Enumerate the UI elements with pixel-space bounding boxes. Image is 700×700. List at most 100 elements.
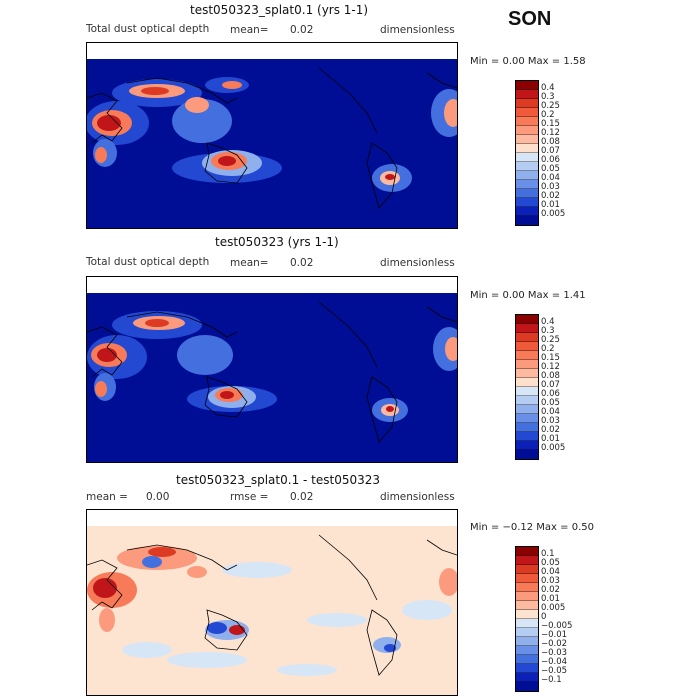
colorbar-swatch — [516, 315, 538, 324]
colorbar-label: −0.1 — [541, 675, 562, 685]
colorbar-swatch — [516, 189, 538, 198]
colorbar-swatch — [516, 664, 538, 673]
season-label: SON — [508, 8, 552, 30]
colorbar-label: 0.04 — [541, 567, 560, 577]
colorbar-swatch — [516, 81, 538, 90]
colorbar-label: 0.15 — [541, 353, 560, 363]
colorbar-label: 0.02 — [541, 585, 560, 595]
colorbar-label: 0.4 — [541, 83, 555, 93]
colorbar-label: 0.12 — [541, 362, 560, 372]
colorbar-swatch — [516, 556, 538, 565]
colorbar-swatch — [516, 351, 538, 360]
colorbar-swatch — [516, 441, 538, 450]
colorbar-swatch — [516, 207, 538, 216]
colorbar-swatch — [516, 162, 538, 171]
panel1-units: dimensionless — [380, 24, 455, 36]
colorbar-label: 0.07 — [541, 380, 560, 390]
colorbar-swatch — [516, 387, 538, 396]
colorbar-label: 0.25 — [541, 335, 560, 345]
panel3-title: test050323_splat0.1 - test050323 — [176, 473, 381, 487]
colorbar-swatch — [516, 396, 538, 405]
panel2-colorbar — [515, 314, 539, 460]
colorbar-label: 0.07 — [541, 146, 560, 156]
colorbar-swatch — [516, 619, 538, 628]
panel2-mean-value: 0.02 — [290, 257, 314, 269]
colorbar-swatch — [516, 342, 538, 351]
colorbar-label: −0.01 — [541, 630, 568, 640]
colorbar-label: −0.04 — [541, 657, 568, 667]
colorbar-label: 0.005 — [541, 603, 566, 613]
panel3-map — [86, 509, 458, 696]
colorbar-swatch — [516, 610, 538, 619]
colorbar-label: 0.4 — [541, 317, 555, 327]
colorbar-swatch — [516, 180, 538, 189]
panel2-minmax: Min = 0.00 Max = 1.41 — [470, 290, 586, 301]
panel1-minmax: Min = 0.00 Max = 1.58 — [470, 56, 586, 67]
colorbar-swatch — [516, 198, 538, 207]
panel2-title: test050323 (yrs 1-1) — [215, 235, 339, 249]
panel3-colorbar-labels: 0.1 0.05 0.04 0.03 0.02 0.01 0.005 0 −0.005 −0.01… — [541, 546, 601, 690]
colorbar-label: 0.3 — [541, 92, 555, 102]
colorbar-label: 0.06 — [541, 389, 560, 399]
colorbar-label: 0.01 — [541, 434, 560, 444]
colorbar-swatch — [516, 405, 538, 414]
colorbar-label: 0.1 — [541, 549, 555, 559]
colorbar-swatch — [516, 547, 538, 556]
colorbar-label: 0.2 — [541, 110, 555, 120]
colorbar-swatch — [516, 153, 538, 162]
panel3-rmse-value: 0.02 — [290, 491, 314, 503]
colorbar-swatch — [516, 216, 538, 225]
colorbar-swatch — [516, 108, 538, 117]
panel2-mean-label: mean= — [230, 257, 269, 269]
panel3-colorbar — [515, 546, 539, 692]
colorbar-label: 0.02 — [541, 425, 560, 435]
colorbar-label: 0.04 — [541, 173, 560, 183]
colorbar-label: 0.04 — [541, 407, 560, 417]
panel1-mean-value: 0.02 — [290, 24, 314, 36]
colorbar-label: 0.06 — [541, 155, 560, 165]
colorbar-swatch — [516, 432, 538, 441]
colorbar-label: 0.05 — [541, 558, 560, 568]
panel3-units: dimensionless — [380, 491, 455, 503]
colorbar-label: −0.05 — [541, 666, 568, 676]
colorbar-swatch — [516, 565, 538, 574]
colorbar-swatch — [516, 171, 538, 180]
colorbar-swatch — [516, 126, 538, 135]
colorbar-label: 0.12 — [541, 128, 560, 138]
colorbar-swatch — [516, 574, 538, 583]
colorbar-swatch — [516, 682, 538, 691]
panel3-mean-value: 0.00 — [146, 491, 170, 503]
colorbar-label: −0.005 — [541, 621, 573, 631]
colorbar-swatch — [516, 324, 538, 333]
colorbar-swatch — [516, 646, 538, 655]
colorbar-label: −0.03 — [541, 648, 568, 658]
panel2-map — [86, 276, 458, 463]
colorbar-label: 0.2 — [541, 344, 555, 354]
panel3-rmse-label: rmse = — [230, 491, 269, 503]
panel1-title: test050323_splat0.1 (yrs 1-1) — [190, 3, 369, 17]
colorbar-swatch — [516, 333, 538, 342]
panel2-units: dimensionless — [380, 257, 455, 269]
panel1-variable: Total dust optical depth — [86, 23, 210, 35]
colorbar-label: 0.005 — [541, 209, 566, 219]
panel3-minmax: Min = −0.12 Max = 0.50 — [470, 522, 594, 533]
panel2-variable: Total dust optical depth — [86, 256, 210, 268]
colorbar-label: 0.05 — [541, 398, 560, 408]
colorbar-label: 0.01 — [541, 594, 560, 604]
colorbar-label: 0.03 — [541, 576, 560, 586]
panel1-mean-label: mean= — [230, 24, 269, 36]
colorbar-swatch — [516, 450, 538, 459]
colorbar-swatch — [516, 135, 538, 144]
colorbar-label: 0.08 — [541, 137, 560, 147]
colorbar-swatch — [516, 601, 538, 610]
panel1-map — [86, 42, 458, 229]
colorbar-swatch — [516, 592, 538, 601]
colorbar-label: 0.03 — [541, 182, 560, 192]
panel3-mean-label: mean = — [86, 491, 128, 503]
colorbar-swatch — [516, 99, 538, 108]
colorbar-swatch — [516, 369, 538, 378]
colorbar-swatch — [516, 144, 538, 153]
colorbar-label: 0.15 — [541, 119, 560, 129]
colorbar-swatch — [516, 90, 538, 99]
colorbar-label: 0 — [541, 612, 547, 622]
